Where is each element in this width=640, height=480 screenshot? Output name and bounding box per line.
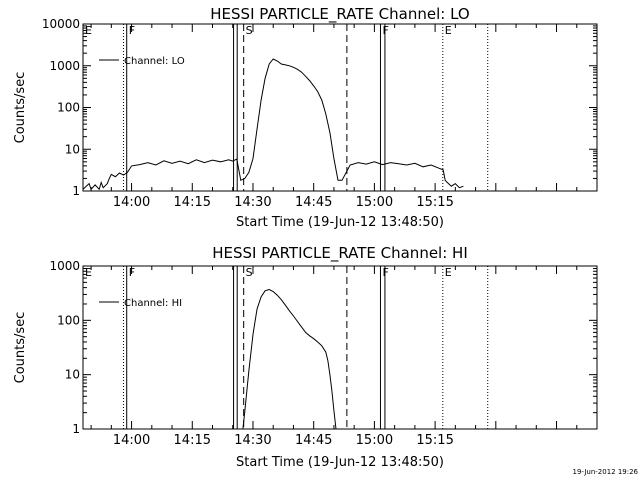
- y-tick-label: 1: [72, 184, 80, 198]
- event-marker-label: S: [246, 24, 253, 37]
- series-line-hi: [242, 288, 337, 430]
- event-marker-label: E: [85, 266, 92, 279]
- x-tick-label: 14:30: [234, 433, 271, 448]
- x-tick-label: 14:00: [113, 433, 150, 448]
- y-tick-label: 10: [65, 368, 80, 382]
- x-tick-label: 14:15: [174, 195, 211, 210]
- x-tick-label: 15:00: [356, 433, 393, 448]
- x-tick-label: 15:15: [416, 433, 453, 448]
- x-tick-label: 14:45: [295, 195, 332, 210]
- x-tick-label: 15:15: [416, 195, 453, 210]
- x-tick-label: 14:30: [234, 195, 271, 210]
- x-axis-label-lo: Start Time (19-Jun-12 13:48:50): [236, 215, 444, 230]
- x-tick-label: 14:15: [174, 433, 211, 448]
- x-tick-label: 14:45: [295, 433, 332, 448]
- y-tick-label: 100: [57, 313, 80, 327]
- y-tick-label: 100: [57, 101, 80, 115]
- legend-entry-lo: Channel: LO: [124, 56, 185, 67]
- chart-title-lo: HESSI PARTICLE_RATE Channel: LO: [210, 5, 469, 24]
- panel-lo: HESSI PARTICLE_RATE Channel: LO Start Tim…: [13, 5, 598, 230]
- x-tick-label: 14:00: [113, 195, 150, 210]
- event-marker-label: F: [129, 24, 135, 37]
- y-axis-label-lo: Counts/sec: [13, 72, 28, 144]
- y-tick-label: 10000: [42, 17, 80, 31]
- x-axis-label-hi: Start Time (19-Jun-12 13:48:50): [236, 455, 444, 470]
- footer-timestamp: 19-Jun-2012 19:26: [573, 468, 639, 476]
- series-line-lo: [82, 58, 464, 191]
- event-marker-label: F: [382, 266, 388, 279]
- y-axis-label-hi: Counts/sec: [13, 312, 28, 384]
- event-marker-label: E: [445, 24, 452, 37]
- event-marker-label: S: [246, 266, 253, 279]
- event-marker-label: E: [445, 266, 452, 279]
- legend-entry-hi: Channel: HI: [124, 298, 182, 309]
- y-tick-label: 1: [72, 422, 80, 436]
- x-tick-label: 15:00: [356, 195, 393, 210]
- event-marker-label: E: [85, 24, 92, 37]
- event-marker-label: F: [382, 24, 388, 37]
- chart-title-hi: HESSI PARTICLE_RATE Channel: HI: [212, 244, 468, 263]
- y-tick-label: 1000: [49, 59, 80, 73]
- panel-hi: HESSI PARTICLE_RATE Channel: HI Start Tim…: [13, 244, 598, 470]
- y-tick-label: 1000: [49, 259, 80, 273]
- event-marker-label: F: [129, 266, 135, 279]
- y-tick-label: 10: [65, 142, 80, 156]
